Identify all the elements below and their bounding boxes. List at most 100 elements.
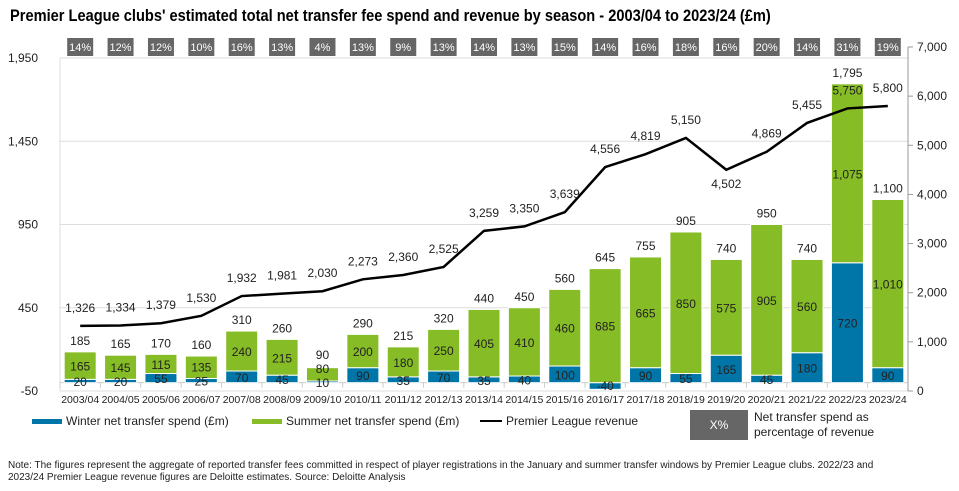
revenue-data-label: 2,360 [388,250,418,264]
bar-summer [346,333,380,369]
x-axis-tick-label: 2006/07 [182,394,220,406]
percent-box [67,38,94,56]
left-axis-tick-label: 950 [18,218,38,232]
summer-data-label: 240 [232,345,252,359]
summer-data-label: 115 [151,358,170,372]
percent-box [794,38,821,56]
percent-box [713,38,740,56]
percent-box [309,38,336,56]
bar-summer [669,231,703,375]
percent-label: 16% [231,42,253,54]
bar-summer [104,354,138,380]
revenue-data-label: 4,819 [631,129,661,143]
total-data-label: 755 [636,239,656,253]
total-data-label: 215 [393,329,413,343]
percent-label: 15% [554,42,576,54]
winter-data-label: 45 [275,373,289,387]
total-data-label: 170 [151,336,171,350]
total-data-label: 310 [232,313,252,327]
total-data-label: 320 [434,311,454,325]
percent-label: 16% [635,42,657,54]
percent-label: 13% [433,42,455,54]
total-data-label: 185 [70,334,90,348]
x-axis-tick-label: 2010/11 [344,394,381,406]
summer-data-label: 215 [272,351,292,365]
percent-label: 14% [796,42,818,54]
bar-summer [225,330,259,372]
percent-box [874,38,901,56]
revenue-line [80,104,888,328]
legend-revenue: Premier League revenue [480,414,638,428]
percent-label: 20% [756,42,778,54]
percent-label: 9% [395,42,411,54]
summer-data-label: 80 [316,362,330,376]
summer-data-label: 1,010 [873,278,903,292]
revenue-data-label: 4,556 [590,142,620,156]
summer-data-label: 665 [636,306,656,320]
right-axis-tick-label: 1,000 [917,335,947,349]
revenue-data-label: 4,502 [711,177,741,191]
bar-summer [709,258,743,356]
x-axis-tick-label: 2023/24 [869,394,907,406]
bar-summer [750,224,784,376]
revenue-data-label: 1,334 [106,300,136,314]
revenue-data-label: 1,326 [65,301,95,315]
right-axis-tick-label: 3,000 [917,237,947,251]
x-axis-tick-label: 2013/14 [465,394,503,406]
revenue-data-label: 2,273 [348,254,378,268]
percent-label: 31% [836,42,858,54]
bar-summer [830,83,864,264]
right-axis-tick-label: 7,000 [917,40,947,54]
percent-box [390,38,417,56]
left-axis-tick-label: 450 [18,301,38,315]
winter-data-label: 90 [881,369,895,383]
x-axis-tick-label: 2021/22 [788,394,826,406]
percent-label: 18% [675,42,697,54]
summer-data-label: 250 [434,344,454,358]
winter-data-label: 10 [316,376,330,390]
x-axis-tick-label: 2009/10 [303,394,341,406]
bar-summer [629,256,663,369]
x-axis-tick-label: 2004/05 [102,394,140,406]
bar-summer [305,367,339,382]
total-data-label: 905 [676,214,696,228]
bar-summer [507,307,541,377]
percent-box [430,38,457,56]
revenue-data-label: 3,259 [469,206,499,220]
summer-data-label: 410 [514,336,534,350]
legend-pct-box: X% [690,410,748,440]
footnote: Note: The figures represent the aggregat… [8,460,874,483]
bar-summer [790,258,824,354]
total-data-label: 950 [757,207,777,221]
winter-data-label: 25 [195,375,209,389]
percent-label: 10% [190,42,212,54]
percent-box [632,38,659,56]
winter-data-label: 165 [716,363,736,377]
bar-summer [588,268,622,384]
right-axis-tick-label: 0 [917,384,924,398]
total-data-label: 740 [716,241,736,255]
revenue-data-label: 3,350 [509,201,539,215]
left-axis-tick-label: 1,950 [8,51,38,65]
percent-box [188,38,215,56]
percent-box [349,38,376,56]
total-data-label: 1,100 [873,182,903,196]
x-axis-tick-label: 2020/21 [748,394,786,406]
winter-data-label: 55 [154,372,168,386]
percent-box [834,38,861,56]
winter-data-label: 90 [639,369,653,383]
percent-box [672,38,699,56]
bar-summer [63,351,97,380]
legend-label-revenue: Premier League revenue [506,414,639,428]
winter-data-label: 35 [477,374,491,388]
summer-data-label: 685 [595,320,615,334]
summer-data-label: 405 [474,337,494,351]
percent-box [147,38,174,56]
summer-data-label: 1,075 [832,167,862,181]
winter-data-label: 35 [397,374,411,388]
revenue-data-label: 4,869 [752,127,782,141]
revenue-data-label: 1,379 [146,298,176,312]
revenue-data-label: 1,530 [186,291,216,305]
total-data-label: 290 [353,316,373,330]
legend-label-winter: Winter net transfer spend (£m) [66,414,229,428]
